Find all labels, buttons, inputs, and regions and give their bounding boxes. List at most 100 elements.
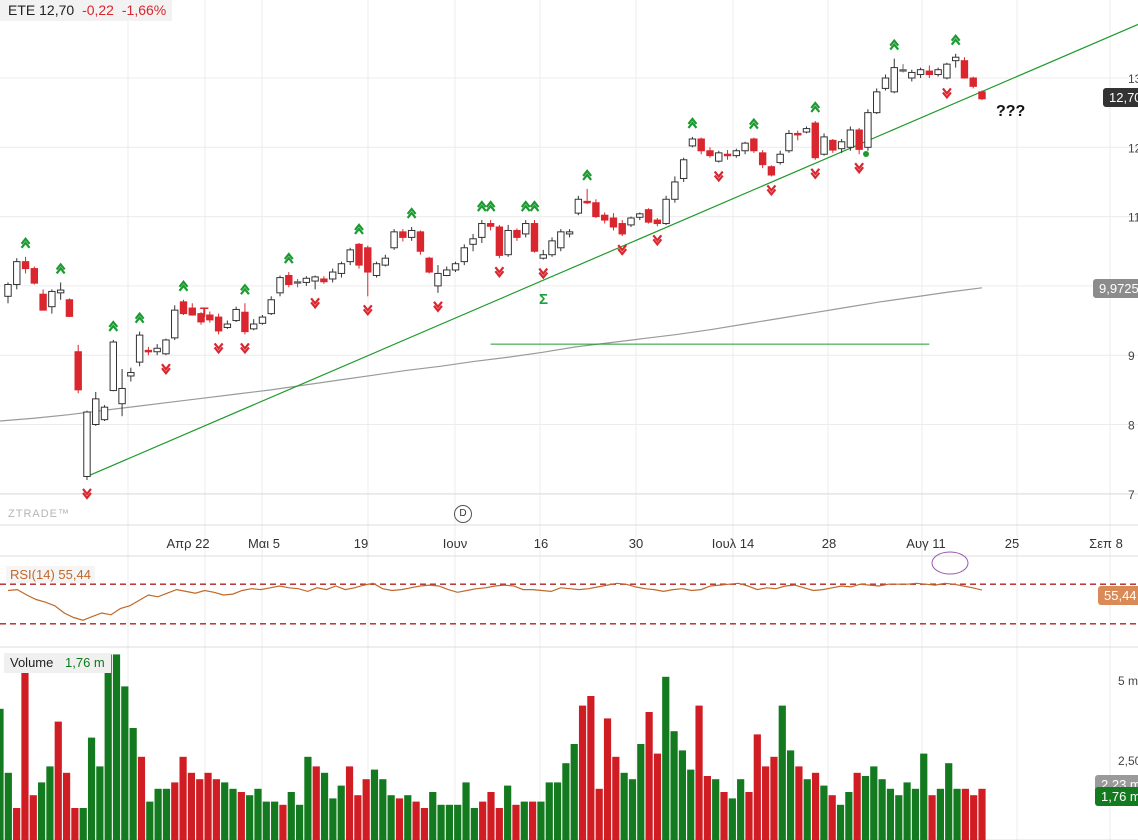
- price-tick-label: 8: [1128, 419, 1135, 433]
- volume-bar: [262, 801, 270, 840]
- candle-body: [504, 229, 512, 256]
- volume-bar: [728, 798, 736, 840]
- candle-body: [197, 313, 205, 323]
- sell-signal-marker: [240, 342, 250, 351]
- candle-body: [135, 334, 144, 363]
- rsi-legend[interactable]: RSI(14) 55,44: [6, 566, 95, 583]
- sell-signal-marker: [82, 492, 92, 500]
- volume-bar: [162, 788, 171, 840]
- price-tick-label: 11: [1128, 211, 1138, 225]
- candle-body: [258, 316, 267, 324]
- x-tick-label: 28: [822, 536, 836, 551]
- candle-body: [355, 243, 363, 266]
- sell-signal-marker: [854, 162, 865, 170]
- volume-bar: [121, 686, 129, 840]
- volume-bar: [870, 766, 878, 840]
- candle-body: [346, 249, 354, 263]
- candle-body: [188, 307, 196, 316]
- candle-body: [557, 231, 565, 249]
- buy-signal-marker: [283, 252, 294, 260]
- x-tick-label: Αυγ 11: [906, 536, 945, 551]
- candle-body: [302, 277, 311, 283]
- candle-body: [390, 231, 398, 249]
- volume-legend[interactable]: Volume 1,76 m: [4, 653, 111, 673]
- volume-bar: [512, 804, 520, 840]
- volume-bar: [104, 654, 112, 840]
- volume-bar: [470, 808, 478, 840]
- x-tick-label: Ιουν: [443, 536, 467, 551]
- volume-bar: [212, 779, 220, 840]
- volume-bar: [171, 782, 179, 840]
- candle-body: [574, 198, 583, 214]
- buy-signal-marker: [687, 117, 698, 125]
- candle-body: [179, 301, 188, 315]
- volume-bar: [920, 753, 928, 840]
- volume-bar: [895, 795, 903, 840]
- buy-signal-marker: [108, 320, 119, 328]
- volume-bar: [886, 788, 895, 840]
- volume-bar: [79, 808, 87, 840]
- volume-bar: [229, 788, 237, 840]
- volume-bar: [603, 718, 612, 840]
- candle-body: [530, 223, 539, 252]
- volume-bar: [645, 712, 653, 840]
- buy-signal-marker: [240, 287, 250, 295]
- volume-bar: [653, 753, 662, 840]
- question-annotation: ???: [996, 103, 1026, 120]
- sell-signal-marker: [213, 342, 224, 351]
- volume-bar: [961, 788, 969, 840]
- candle-body: [715, 152, 723, 162]
- volume-bar: [13, 808, 21, 840]
- volume-bar: [945, 763, 953, 840]
- candle-body: [513, 229, 521, 238]
- candle-body: [732, 150, 741, 157]
- candle-body: [486, 223, 495, 227]
- volume-bar: [362, 779, 370, 840]
- volume-bar: [304, 756, 312, 840]
- candle-body: [881, 77, 890, 89]
- candle-body: [65, 299, 74, 317]
- volume-bar: [786, 750, 795, 840]
- volume-bar: [911, 788, 920, 840]
- buy-signal-marker: [20, 237, 31, 245]
- candle-body: [4, 284, 12, 297]
- sell-signal-marker: [433, 305, 443, 313]
- volume-bar: [720, 792, 728, 840]
- rsi-legend-label: RSI(14): [10, 567, 55, 582]
- sell-signal-marker: [240, 346, 250, 355]
- candle-body: [723, 153, 732, 157]
- candle-body: [820, 136, 828, 155]
- volume-bar: [445, 804, 453, 840]
- candle-body: [600, 214, 609, 221]
- volume-bar: [570, 744, 578, 840]
- volume-bar: [479, 801, 487, 840]
- candle-body: [425, 257, 433, 273]
- price-change: -0,22: [82, 2, 114, 18]
- sell-signal-marker: [766, 184, 777, 193]
- volume-bar: [487, 792, 495, 840]
- volume-bar: [29, 795, 37, 840]
- sell-signal-marker: [362, 304, 373, 313]
- buy-signal-marker: [476, 204, 487, 212]
- buy-signal-marker: [20, 241, 31, 249]
- volume-bar: [204, 772, 212, 840]
- dividend-marker[interactable]: D: [454, 505, 472, 523]
- volume-bar: [703, 776, 711, 840]
- candle-body: [776, 153, 784, 164]
- last-price-tag: 12,70: [1103, 88, 1138, 107]
- trend-lines: [86, 23, 1138, 478]
- buy-signal-marker: [134, 311, 145, 320]
- volume-bar: [237, 792, 245, 840]
- sell-signal-marker: [310, 297, 320, 306]
- volume-bar: [836, 804, 845, 840]
- volume-bar: [395, 798, 404, 840]
- volume-bar: [737, 779, 745, 840]
- candle-body: [767, 166, 776, 176]
- candle-body: [416, 231, 425, 252]
- volume-bar: [861, 776, 870, 840]
- buy-signal-marker: [283, 256, 294, 264]
- candle-body: [92, 398, 100, 426]
- volume-bar: [753, 734, 761, 840]
